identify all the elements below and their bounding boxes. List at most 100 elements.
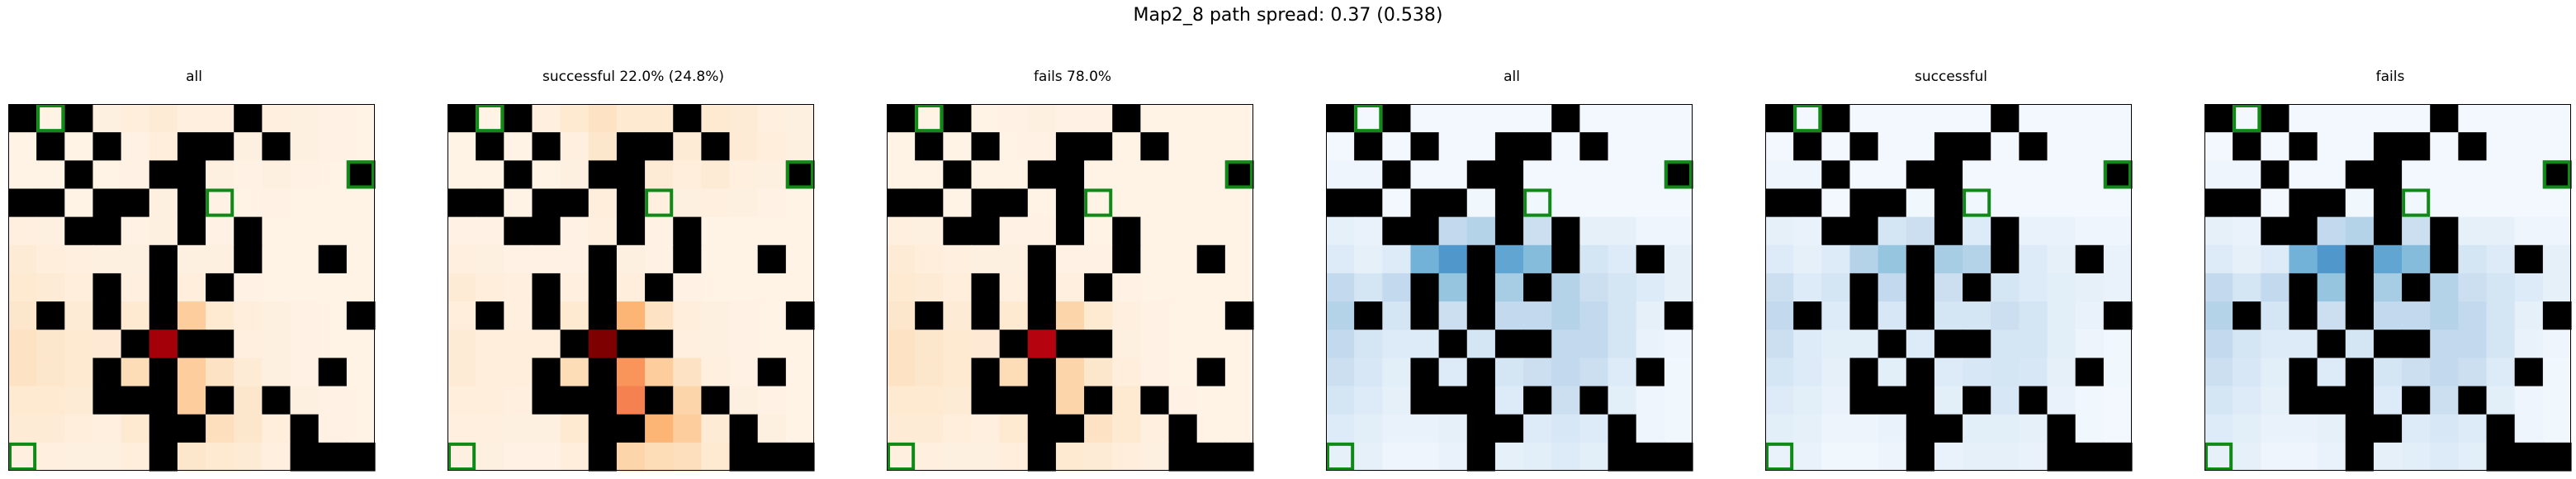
goal-marker bbox=[887, 442, 916, 472]
wall-cell bbox=[2430, 244, 2459, 274]
wall-cell bbox=[1027, 273, 1057, 302]
heat-cell bbox=[447, 386, 476, 415]
heat-cell bbox=[1579, 414, 1609, 443]
heat-cell bbox=[1765, 160, 1794, 190]
wall-cell bbox=[1140, 132, 1170, 161]
heat-cell bbox=[1027, 132, 1057, 161]
heat-cell bbox=[1055, 358, 1085, 387]
heat-cell bbox=[290, 216, 320, 246]
wall-cell bbox=[206, 273, 234, 302]
wall-cell bbox=[532, 386, 561, 415]
wall-cell bbox=[1438, 188, 1468, 218]
heat-cell bbox=[1551, 386, 1580, 415]
heat-cell bbox=[504, 188, 533, 218]
wall-cell bbox=[2430, 216, 2459, 246]
heat-cell bbox=[1466, 188, 1496, 218]
wall-cell bbox=[943, 160, 973, 190]
heat-cell bbox=[476, 273, 504, 302]
wall-cell bbox=[1466, 160, 1496, 190]
wall-cell bbox=[177, 160, 206, 190]
wall-cell bbox=[971, 301, 1001, 330]
wall-cell bbox=[785, 301, 815, 330]
heat-cell bbox=[887, 132, 916, 161]
wall-cell bbox=[701, 132, 731, 161]
heat-cell bbox=[1878, 358, 1907, 387]
heat-cell bbox=[1523, 442, 1552, 472]
heat-cell bbox=[1466, 216, 1496, 246]
heat-cell bbox=[2430, 330, 2459, 358]
wall-cell bbox=[1027, 358, 1057, 387]
heat-cell bbox=[2458, 414, 2488, 443]
heat-cell bbox=[1765, 273, 1794, 302]
heat-cell bbox=[1878, 104, 1907, 133]
heat-cell bbox=[757, 160, 787, 190]
wall-cell bbox=[560, 386, 590, 415]
heat-cell bbox=[943, 244, 973, 274]
heat-cell bbox=[290, 104, 320, 133]
heat-cell bbox=[943, 330, 973, 358]
heat-cell bbox=[532, 160, 561, 190]
heat-cell bbox=[1382, 330, 1412, 358]
heat-cell bbox=[1664, 414, 1693, 443]
wall-cell bbox=[2261, 160, 2290, 190]
wall-cell bbox=[2261, 216, 2290, 246]
heat-cell bbox=[1793, 273, 1822, 302]
heat-cell bbox=[1438, 216, 1468, 246]
heat-cell bbox=[645, 358, 674, 387]
heat-cell bbox=[560, 160, 590, 190]
wall-cell bbox=[36, 132, 65, 161]
heat-cell bbox=[1168, 160, 1198, 190]
heat-cell bbox=[1326, 414, 1355, 443]
heat-cell bbox=[1991, 414, 2020, 443]
heat-cell bbox=[1112, 386, 1141, 415]
heat-cell bbox=[1084, 301, 1113, 330]
wall-cell bbox=[616, 160, 646, 190]
heat-cell bbox=[262, 330, 291, 358]
heat-cell bbox=[2233, 273, 2261, 302]
heat-cell bbox=[1326, 358, 1355, 387]
heat-cell bbox=[1963, 358, 1991, 387]
heat-cell bbox=[234, 160, 263, 190]
wall-cell bbox=[177, 132, 206, 161]
heat-cell bbox=[1664, 358, 1693, 387]
heat-cell bbox=[2047, 330, 2076, 358]
heat-cell bbox=[1140, 273, 1170, 302]
heatmap-grid bbox=[1326, 104, 1693, 472]
heat-cell bbox=[2542, 188, 2572, 218]
heat-cell bbox=[915, 216, 944, 246]
heat-cell bbox=[1410, 414, 1440, 443]
heat-cell bbox=[1821, 273, 1851, 302]
wall-cell bbox=[2345, 244, 2375, 274]
heat-cell bbox=[915, 160, 944, 190]
heat-cell bbox=[2261, 358, 2290, 387]
heat-cell bbox=[616, 442, 646, 472]
heat-cell bbox=[1821, 301, 1851, 330]
heat-cell bbox=[729, 188, 759, 218]
wall-cell bbox=[1523, 386, 1552, 415]
heat-cell bbox=[1196, 132, 1226, 161]
heat-cell bbox=[1382, 132, 1412, 161]
heat-cell bbox=[2514, 273, 2544, 302]
heat-cell bbox=[560, 442, 590, 472]
heat-cell bbox=[2430, 358, 2459, 387]
heat-cell bbox=[318, 160, 348, 190]
heat-cell bbox=[2542, 132, 2572, 161]
heat-cell bbox=[2019, 188, 2048, 218]
heat-cell bbox=[234, 301, 263, 330]
heat-cell bbox=[915, 386, 944, 415]
heat-cell bbox=[1636, 414, 1665, 443]
heat-cell bbox=[729, 301, 759, 330]
heat-cell bbox=[2458, 330, 2488, 358]
wall-cell bbox=[92, 188, 122, 218]
heat-cell bbox=[2542, 244, 2572, 274]
heat-cell bbox=[2345, 216, 2375, 246]
heat-cell bbox=[2317, 160, 2346, 190]
panel-title: fails bbox=[2375, 69, 2405, 85]
goal-marker bbox=[206, 188, 234, 217]
heat-cell bbox=[915, 358, 944, 387]
heat-cell bbox=[1579, 301, 1609, 330]
panel-title: successful 22.0% (24.8%) bbox=[542, 69, 725, 85]
heat-cell bbox=[971, 244, 1001, 274]
heat-cell bbox=[701, 442, 731, 472]
heat-cell bbox=[447, 160, 476, 190]
